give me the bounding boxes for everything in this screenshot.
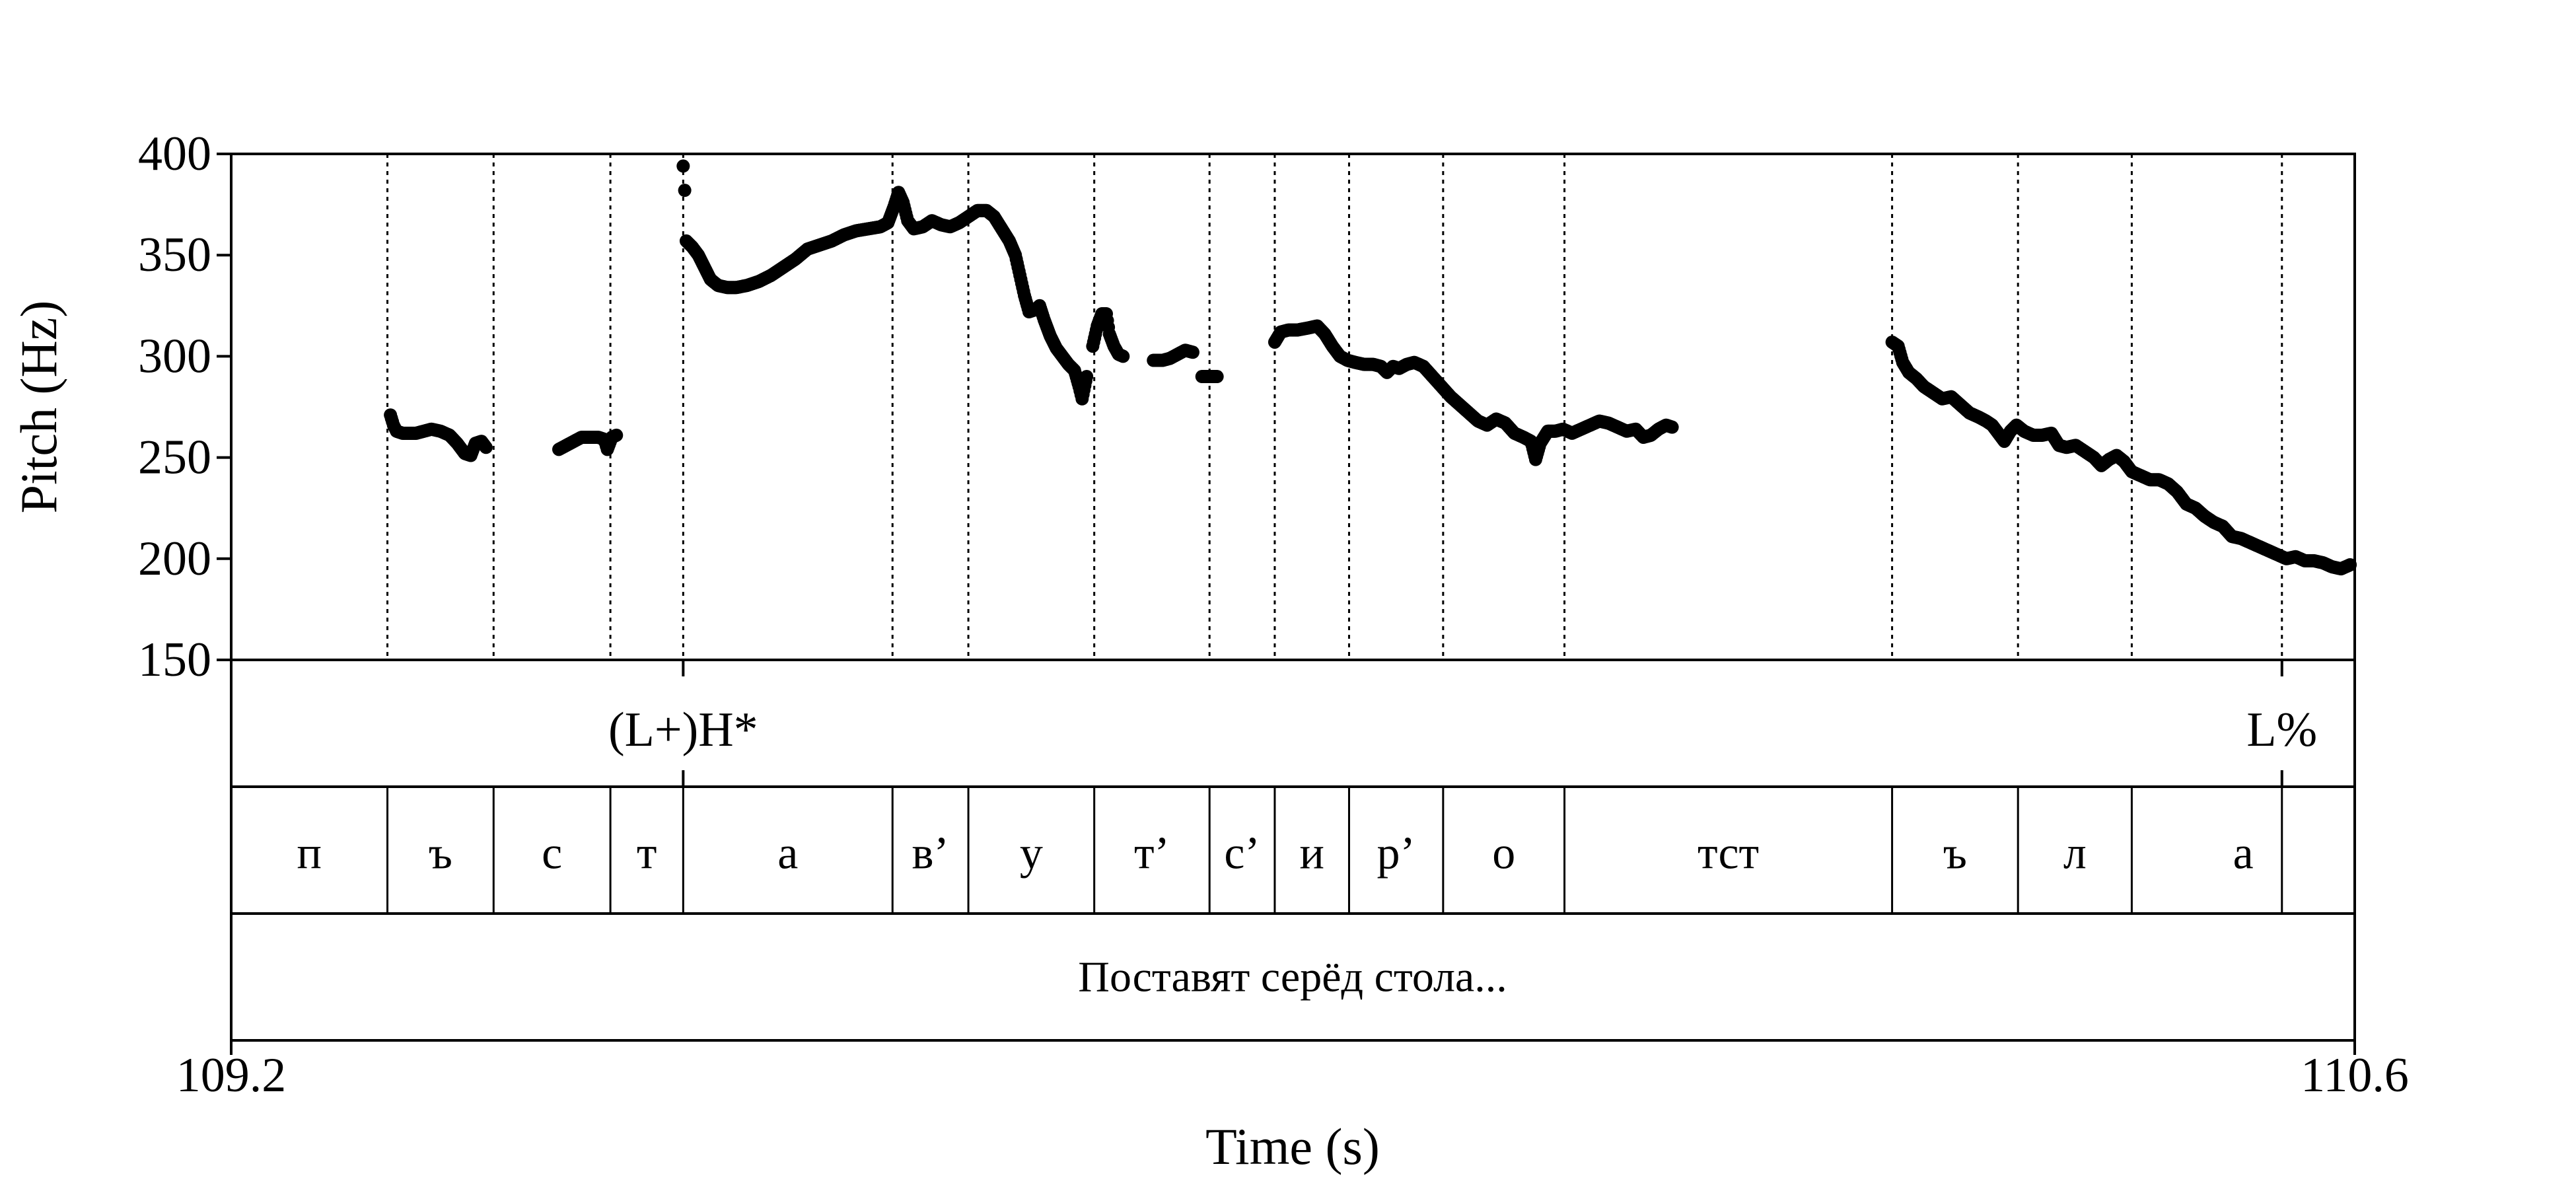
segment-label: и [1299,828,1324,879]
y-tick-label: 250 [138,431,211,485]
segment-label: с [542,828,562,879]
pitch-points [384,159,2357,576]
x-tick-label-end: 110.6 [2301,1048,2409,1102]
segment-label: р’ [1377,828,1415,879]
sentence-label: Поставят серёд стола... [1078,953,1507,1001]
tone-tier-box [230,659,2356,788]
segment-label: а [777,828,798,879]
segment-label: л [2063,828,2087,879]
pitch-point [1186,345,1199,359]
segment-tier-dividers [386,787,2283,914]
pitch-point [678,184,692,198]
y-tick-label: 150 [138,633,211,687]
y-tick-label: 400 [138,127,211,181]
pitch-point [479,441,493,454]
segment-labels: п ъ с т а в’ у т’ с’ и р’ о тст ъ л а [297,828,2254,879]
pitch-point [1116,349,1130,363]
y-tick-label: 200 [138,532,211,586]
x-tick-label-start: 109.2 [176,1048,287,1102]
y-tick-label: 300 [138,329,211,383]
segment-label: т [637,828,657,879]
x-axis-label: Time (s) [1205,1118,1380,1175]
tone-label: L% [2246,703,2317,757]
segment-label: о [1492,828,1515,879]
segment-label: п [297,828,322,879]
segment-label: а [2233,828,2254,879]
segment-label: ъ [1943,828,1967,879]
pitch-point [676,159,690,173]
y-axis-label: Pitch (Hz) [10,301,67,514]
segment-label: ъ [429,828,452,879]
tone-marks: (L+)H* L% [608,660,2317,787]
segment-label: т’ [1134,828,1170,879]
pitch-point [1080,370,1094,384]
segment-label: с’ [1224,828,1260,879]
pitch-plot-box [230,153,2356,661]
frame [230,153,2356,1042]
segment-boundaries [386,154,2283,660]
segment-label: у [1020,828,1043,879]
pitch-point [1210,370,1224,384]
pitch-point [2343,558,2357,571]
sentence-tier-box [230,912,2356,1042]
segment-label: в’ [912,828,948,879]
y-tick-label: 350 [138,228,211,282]
tone-label: (L+)H* [608,703,758,757]
pitch-point [1665,420,1679,434]
pitch-point [610,428,624,442]
y-axis-ticks: 150 200 250 300 350 400 [138,127,231,687]
segment-label: тст [1698,828,1759,879]
